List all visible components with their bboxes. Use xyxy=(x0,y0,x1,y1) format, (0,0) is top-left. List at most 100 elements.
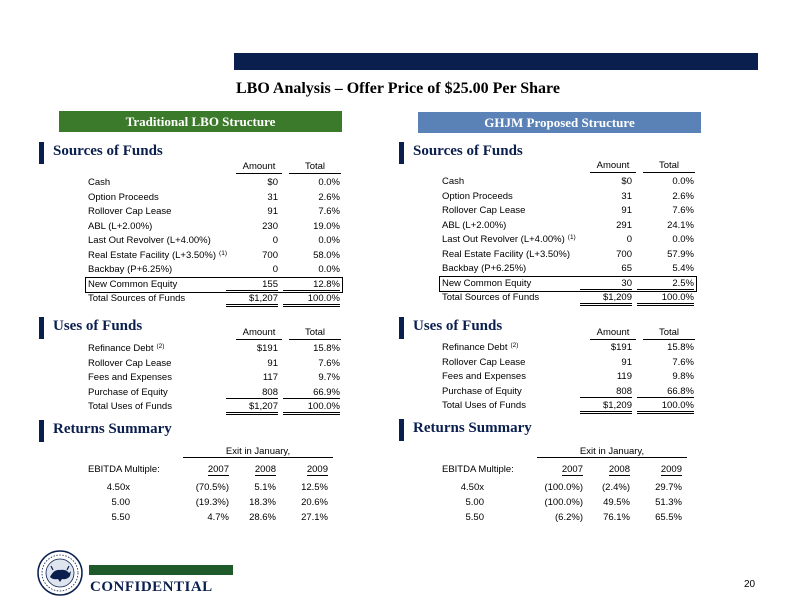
amount-cell: $1,209 xyxy=(580,400,632,414)
row-label: Cash xyxy=(442,176,465,187)
multiple-cell: 4.50x xyxy=(106,482,130,493)
row-label: New Common Equity xyxy=(88,278,178,290)
left-sources-amount-header: Amount xyxy=(236,161,282,174)
table-row: New Common Equity 30 2.5% xyxy=(442,278,696,291)
multiple-label: EBITDA Multiple: xyxy=(442,464,514,475)
return-cell: 27.1% xyxy=(301,512,328,523)
total-cell: 7.6% xyxy=(318,357,340,369)
return-cell: (6.2%) xyxy=(555,512,583,523)
total-row: Total Uses of Funds $1,207 100.0% xyxy=(88,401,342,415)
return-cell: 12.5% xyxy=(301,482,328,493)
total-cell: 0.0% xyxy=(672,176,694,187)
table-row: Refinance Debt (2) $191 15.8% xyxy=(442,342,696,355)
return-cell: 18.3% xyxy=(249,497,276,508)
total-cell: 2.5% xyxy=(637,278,694,290)
row-label: Fees and Expenses xyxy=(88,372,172,383)
return-cell: 76.1% xyxy=(603,512,630,523)
amount-cell: 117 xyxy=(262,372,278,383)
row-label: Backbay (P+6.25%) xyxy=(442,263,527,274)
right-sources-amount-header: Amount xyxy=(590,160,636,173)
amount-cell: 0 xyxy=(626,234,632,245)
table-row: Last Out Revolver (L+4.00%) 0 0.0% xyxy=(88,235,342,248)
row-label: Real Estate Facility (L+3.50%) xyxy=(442,248,571,260)
amount-cell: $1,209 xyxy=(580,292,632,306)
table-row: Rollover Cap Lease 91 7.6% xyxy=(442,357,696,370)
amount-cell: $0 xyxy=(621,176,632,187)
highlight-box xyxy=(439,275,697,292)
total-cell: 12.8% xyxy=(283,279,340,291)
return-cell: 20.6% xyxy=(301,497,328,508)
amount-cell: 31 xyxy=(267,191,278,203)
return-cell: (2.4%) xyxy=(602,482,630,493)
total-cell: 66.8% xyxy=(637,386,694,398)
amount-cell: 155 xyxy=(226,279,278,291)
total-cell: 100.0% xyxy=(637,292,694,306)
row-label: Rollover Cap Lease xyxy=(88,357,172,369)
row-label: ABL (L+2.00%) xyxy=(442,219,507,231)
total-cell: 19.0% xyxy=(313,220,340,232)
bull-seal-icon xyxy=(37,550,83,596)
total-cell: 0.0% xyxy=(318,264,340,275)
year-header: 2007 xyxy=(561,464,583,476)
row-label: Purchase of Equity xyxy=(88,386,168,398)
total-cell: 15.8% xyxy=(667,342,694,353)
page-title: LBO Analysis – Offer Price of $25.00 Per… xyxy=(236,80,560,97)
total-cell: 7.6% xyxy=(318,206,340,217)
table-row: Option Proceeds 31 2.6% xyxy=(88,192,342,205)
row-label: Last Out Revolver (L+4.00%) xyxy=(88,235,211,246)
return-cell: 65.5% xyxy=(655,512,682,523)
return-cell: 49.5% xyxy=(603,497,630,508)
amount-cell: 700 xyxy=(262,249,278,261)
amount-cell: $0 xyxy=(267,177,278,188)
row-label: Option Proceeds xyxy=(442,190,513,202)
confidential-label: CONFIDENTIAL xyxy=(90,579,213,595)
left-sources-total-header: Total xyxy=(289,161,341,174)
total-cell: 0.0% xyxy=(672,234,694,245)
amount-cell: 808 xyxy=(580,386,632,398)
total-cell: 57.9% xyxy=(667,248,694,260)
table-row: Purchase of Equity 808 66.8% xyxy=(442,386,696,399)
row-label: Refinance Debt (2) xyxy=(88,343,165,354)
multiple-cell: 5.50 xyxy=(111,512,131,523)
row-label: Fees and Expenses xyxy=(442,371,526,382)
multiple-cell: 5.50 xyxy=(465,512,485,523)
header-bar xyxy=(234,53,758,70)
amount-cell: 700 xyxy=(616,248,632,260)
amount-cell: 119 xyxy=(616,371,632,382)
total-cell: 7.6% xyxy=(672,356,694,368)
return-cell: (100.0%) xyxy=(544,497,583,508)
table-row: Option Proceeds 31 2.6% xyxy=(442,191,696,204)
left-uses-total-header: Total xyxy=(289,327,341,340)
table-row: Refinance Debt (2) $191 15.8% xyxy=(88,343,342,356)
row-label: Total Uses of Funds xyxy=(88,401,172,412)
table-row: ABL (L+2.00%) 291 24.1% xyxy=(442,220,696,233)
left-uses-amount-header: Amount xyxy=(236,327,282,340)
total-cell: 100.0% xyxy=(283,401,340,415)
row-label: Rollover Cap Lease xyxy=(442,205,526,216)
table-row: Cash $0 0.0% xyxy=(88,177,342,190)
return-cell: 28.6% xyxy=(249,512,276,523)
row-label: ABL (L+2.00%) xyxy=(88,220,153,232)
highlight-box xyxy=(85,276,343,293)
footnote-marker: (1) xyxy=(567,234,576,241)
return-cell: 5.1% xyxy=(254,482,276,493)
table-row: Backbay (P+6.25%) 0 0.0% xyxy=(88,264,342,277)
amount-cell: $1,207 xyxy=(226,293,278,307)
exit-header: Exit in January, xyxy=(537,446,687,458)
multiple-cell: 4.50x xyxy=(460,482,484,493)
row-label: Rollover Cap Lease xyxy=(442,356,526,368)
table-row: Fees and Expenses 119 9.8% xyxy=(442,371,696,384)
return-cell: 29.7% xyxy=(655,482,682,493)
exit-header: Exit in January, xyxy=(183,446,333,458)
row-label: Refinance Debt (2) xyxy=(442,342,519,353)
return-cell: (70.5%) xyxy=(195,482,229,493)
row-label: Rollover Cap Lease xyxy=(88,206,172,217)
total-cell: 100.0% xyxy=(637,400,694,414)
ghjm-proposed-label: GHJM Proposed Structure xyxy=(418,112,701,133)
year-header: 2009 xyxy=(306,464,328,476)
row-label: New Common Equity xyxy=(442,277,532,289)
total-cell: 2.6% xyxy=(672,190,694,202)
row-label: Option Proceeds xyxy=(88,191,159,203)
amount-cell: 91 xyxy=(621,356,632,368)
amount-cell: 65 xyxy=(621,263,632,274)
